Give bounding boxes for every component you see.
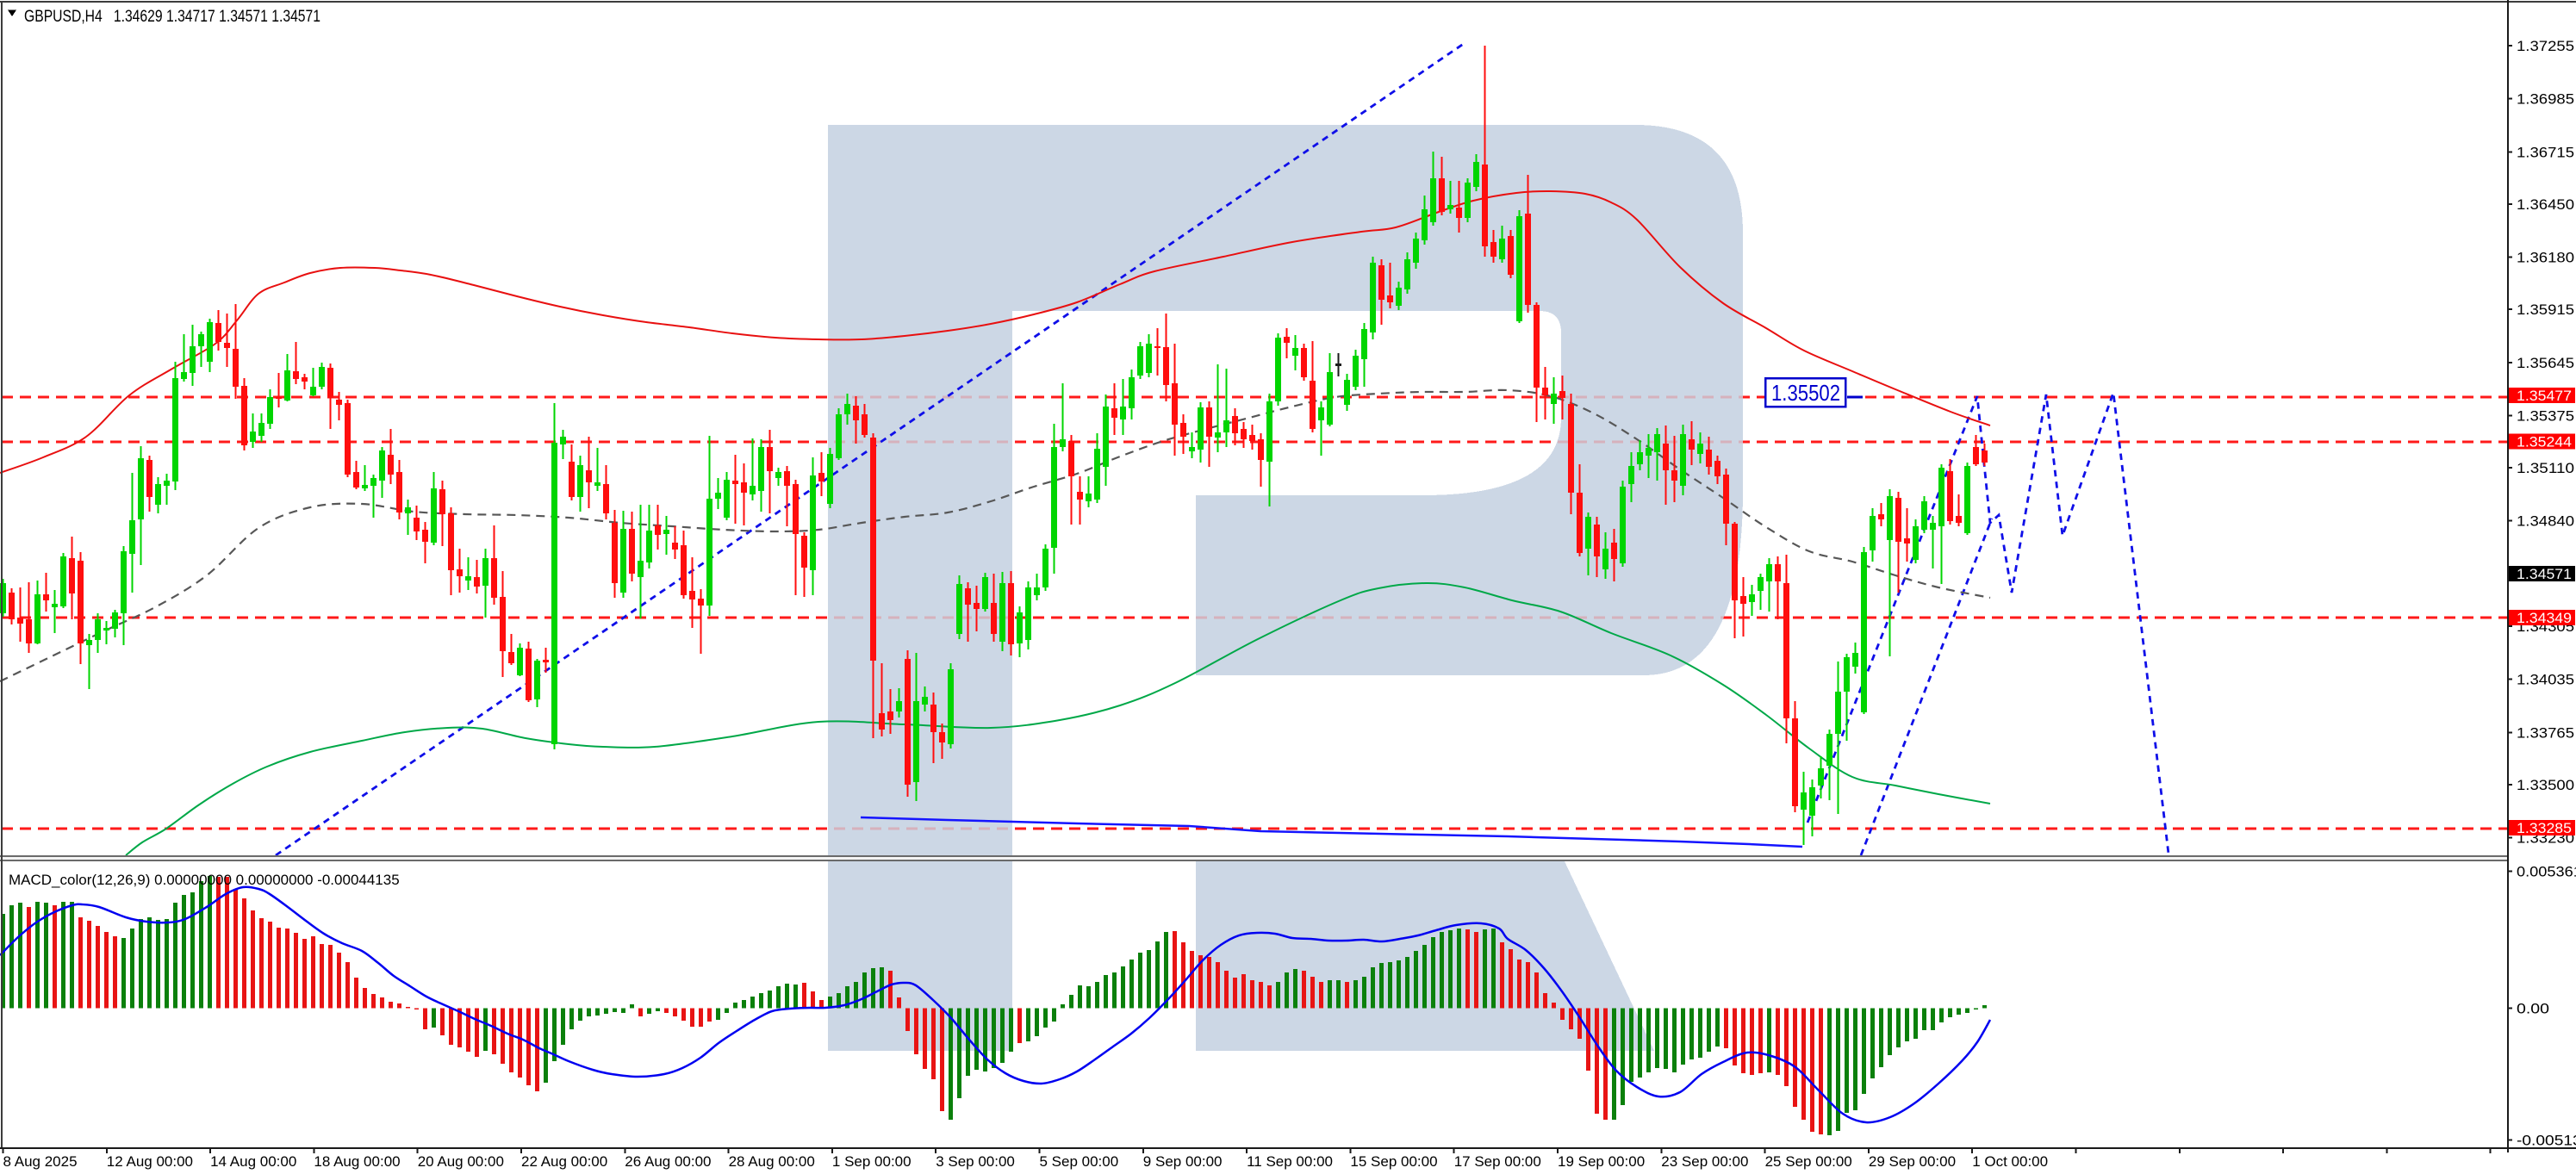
svg-text:1.36180: 1.36180 [2517, 250, 2574, 266]
svg-text:17 Sep 00:00: 17 Sep 00:00 [1454, 1153, 1541, 1170]
svg-text:1 Oct 00:00: 1 Oct 00:00 [1972, 1153, 2048, 1170]
svg-text:5 Sep 00:00: 5 Sep 00:00 [1040, 1153, 1119, 1170]
svg-text:15 Sep 00:00: 15 Sep 00:00 [1350, 1153, 1437, 1170]
svg-text:GBPUSD,H4 1.34629 1.34717 1.: GBPUSD,H4 1.34629 1.34717 1.34571 1.3457… [24, 8, 320, 26]
svg-text:1.37255: 1.37255 [2517, 38, 2574, 54]
svg-text:1.35477: 1.35477 [2517, 388, 2572, 404]
svg-text:11 Sep 00:00: 11 Sep 00:00 [1247, 1153, 1333, 1170]
svg-text:20 Aug 00:00: 20 Aug 00:00 [418, 1153, 504, 1170]
svg-text:14 Aug 00:00: 14 Aug 00:00 [210, 1153, 296, 1170]
svg-text:1.33765: 1.33765 [2517, 724, 2574, 741]
svg-text:1.36450: 1.36450 [2517, 196, 2574, 213]
svg-text:1.36985: 1.36985 [2517, 91, 2574, 108]
svg-text:1.35502: 1.35502 [1771, 380, 1840, 406]
svg-text:12 Aug 00:00: 12 Aug 00:00 [107, 1153, 193, 1170]
svg-text:0.00: 0.00 [2517, 1001, 2549, 1017]
svg-text:1.34840: 1.34840 [2517, 513, 2574, 530]
svg-text:9 Sep 00:00: 9 Sep 00:00 [1143, 1153, 1223, 1170]
svg-text:3 Sep 00:00: 3 Sep 00:00 [936, 1153, 1015, 1170]
svg-text:1.35244: 1.35244 [2517, 433, 2572, 450]
svg-text:1 Sep 00:00: 1 Sep 00:00 [832, 1153, 912, 1170]
svg-text:8 Aug 2025: 8 Aug 2025 [3, 1153, 78, 1170]
svg-text:1.34349: 1.34349 [2517, 610, 2572, 626]
svg-text:1.34035: 1.34035 [2517, 672, 2574, 688]
svg-text:25 Sep 00:00: 25 Sep 00:00 [1765, 1153, 1852, 1170]
svg-text:18 Aug 00:00: 18 Aug 00:00 [314, 1153, 400, 1170]
svg-text:1.35110: 1.35110 [2517, 460, 2574, 476]
svg-text:23 Sep 00:00: 23 Sep 00:00 [1661, 1153, 1748, 1170]
svg-text:1.36715: 1.36715 [2517, 144, 2574, 160]
svg-text:19 Sep 00:00: 19 Sep 00:00 [1558, 1153, 1645, 1170]
svg-text:28 Aug 00:00: 28 Aug 00:00 [729, 1153, 815, 1170]
svg-text:MACD_color(12,26,9) 0.00000000: MACD_color(12,26,9) 0.00000000 0.0000000… [9, 872, 400, 888]
svg-text:1.35645: 1.35645 [2517, 355, 2574, 371]
svg-text:1.35375: 1.35375 [2517, 408, 2574, 425]
svg-text:1.33500: 1.33500 [2517, 777, 2574, 793]
svg-text:1.35915: 1.35915 [2517, 301, 2574, 318]
svg-text:-0.0051347: -0.0051347 [2517, 1133, 2576, 1149]
svg-text:0.0053612: 0.0053612 [2517, 864, 2576, 880]
svg-text:26 Aug 00:00: 26 Aug 00:00 [625, 1153, 711, 1170]
svg-text:1.33285: 1.33285 [2517, 820, 2572, 836]
svg-text:22 Aug 00:00: 22 Aug 00:00 [521, 1153, 607, 1170]
svg-text:29 Sep 00:00: 29 Sep 00:00 [1869, 1153, 1956, 1170]
svg-text:1.34571: 1.34571 [2517, 566, 2572, 582]
